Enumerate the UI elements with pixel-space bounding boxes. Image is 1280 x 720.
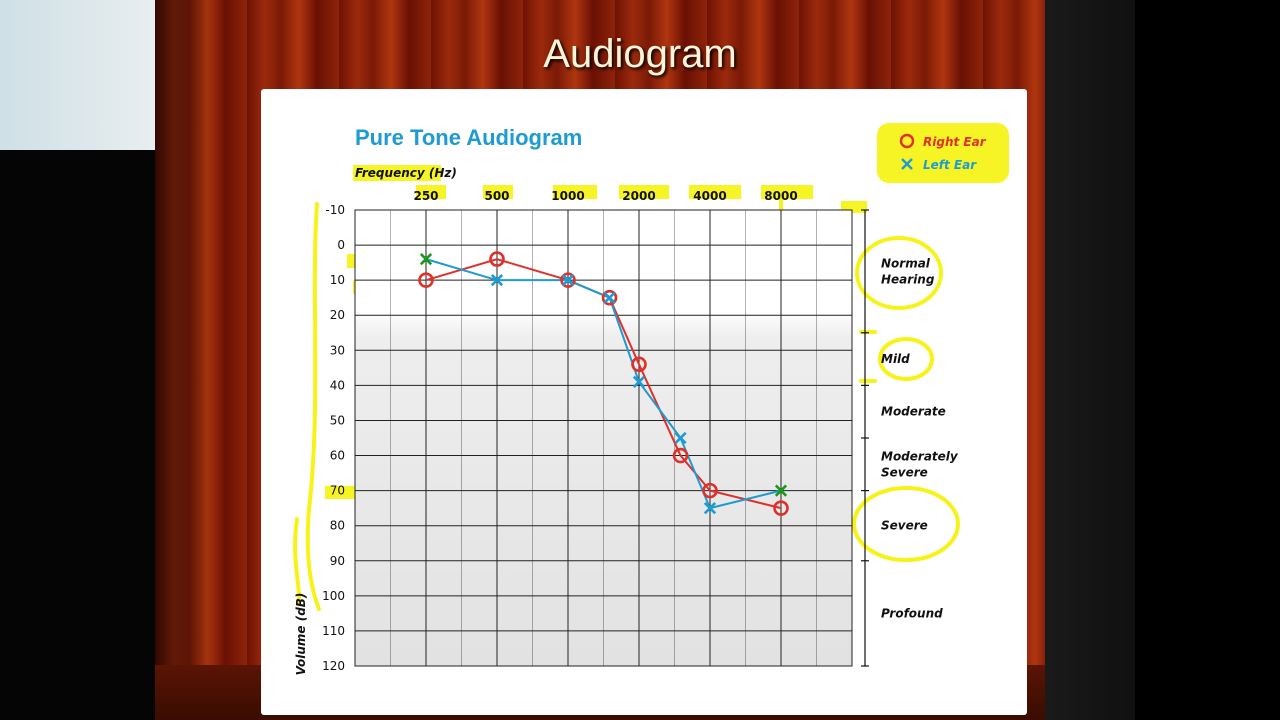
right-ear-marker [773, 500, 789, 516]
left-ear-marker [490, 274, 504, 287]
category-label: Moderate [881, 405, 946, 419]
highlight-severe-circle [852, 486, 960, 562]
audiogram-card: Normal Hearing Mild Moderate Moderately Sever… [261, 89, 1027, 715]
y-tick-label: 80 [330, 519, 345, 533]
chart-text: -10 0 10 20 30 40 50 60 70 80 90 100 110 120 250 500 100… [294, 125, 987, 675]
x-tick-label: 250 [413, 189, 438, 203]
left-letterbox [0, 150, 155, 720]
right-ear-marker [702, 482, 718, 499]
y-axis-label: Volume (dB) [294, 593, 308, 676]
right-ear-marker [601, 289, 618, 306]
y-tick-label: 50 [330, 413, 345, 427]
highlight-frequency-tick [416, 185, 446, 199]
highlight-mild-circle [878, 337, 934, 381]
y-tick-label: -10 [325, 203, 345, 217]
legend-left-ear-marker [901, 158, 913, 170]
legend-right-ear-marker [899, 133, 915, 149]
x-tick-label: 8000 [764, 189, 797, 203]
y-tick-label: 10 [330, 273, 345, 287]
slide-title: Audiogram [543, 32, 737, 76]
plot-border [354, 209, 853, 667]
highlight-frequency-tick [689, 185, 741, 199]
right-ear-marker [560, 272, 576, 288]
category-label: Profound [881, 606, 943, 620]
x-tick-label: 1000 [551, 189, 584, 203]
category-label: Severe [881, 519, 928, 533]
y-tick-label: 110 [322, 624, 345, 638]
left-ear-marker [632, 375, 646, 388]
highlight-frequency-tick [483, 185, 513, 199]
right-ear-marker [672, 447, 689, 464]
left-ear-marker [419, 252, 433, 266]
left-ear-marker [674, 431, 687, 445]
y-tick-label: 120 [322, 659, 345, 673]
audiogram-chart: Normal Hearing Mild Moderate Moderately Sever… [293, 123, 1009, 675]
highlight-legend-box [877, 123, 1009, 183]
legend-right-ear-label: Right Ear [923, 135, 987, 149]
category-label: Moderately Severe [881, 449, 959, 479]
y-tick-label: 30 [330, 343, 345, 357]
left-ear-marker [774, 484, 788, 497]
right-dark-strip [1045, 0, 1135, 720]
plot-background [355, 210, 852, 666]
y-tick-label: 90 [330, 554, 345, 568]
highlight-frequency-tick [553, 185, 597, 199]
x-tick-label: 4000 [693, 189, 726, 203]
right-ear-marker [489, 251, 505, 267]
left-ear-marker [703, 502, 717, 515]
y-tick-label: 70 [330, 484, 345, 498]
category-label: Normal Hearing [881, 256, 935, 286]
right-letterbox [1135, 0, 1280, 720]
y-tick-label: 40 [330, 378, 345, 392]
highlight-normal-circle [855, 236, 943, 310]
data-series [418, 251, 789, 516]
highlight-frequency-tick [619, 185, 669, 199]
highlight-frequency-tick [761, 185, 813, 199]
x-axis-label: Frequency (Hz) [355, 166, 457, 180]
y-tick-label: 0 [337, 238, 345, 252]
x-tick-label: 2000 [622, 189, 655, 203]
plot-area [354, 209, 853, 667]
y-tick-label: 100 [322, 589, 345, 603]
y-tick-label: 60 [330, 449, 345, 463]
left-ear-marker [561, 274, 575, 287]
y-tick-label: 20 [330, 308, 345, 322]
category-label: Mild [881, 352, 910, 366]
highlight-frequency-label [353, 165, 441, 181]
x-tick-label: 500 [484, 189, 509, 203]
left-ear-marker [603, 291, 616, 304]
highlight-yaxis-stroke-2 [293, 517, 302, 606]
right-ear-marker [418, 272, 434, 288]
right-ear-marker [631, 356, 647, 373]
legend-left-ear-label: Left Ear [923, 158, 977, 172]
hearing-categories: Normal Hearing Mild Moderate Moderately Sever… [861, 209, 959, 667]
chart-title: Pure Tone Audiogram [355, 125, 582, 150]
highlight-yaxis-stroke [305, 202, 321, 611]
